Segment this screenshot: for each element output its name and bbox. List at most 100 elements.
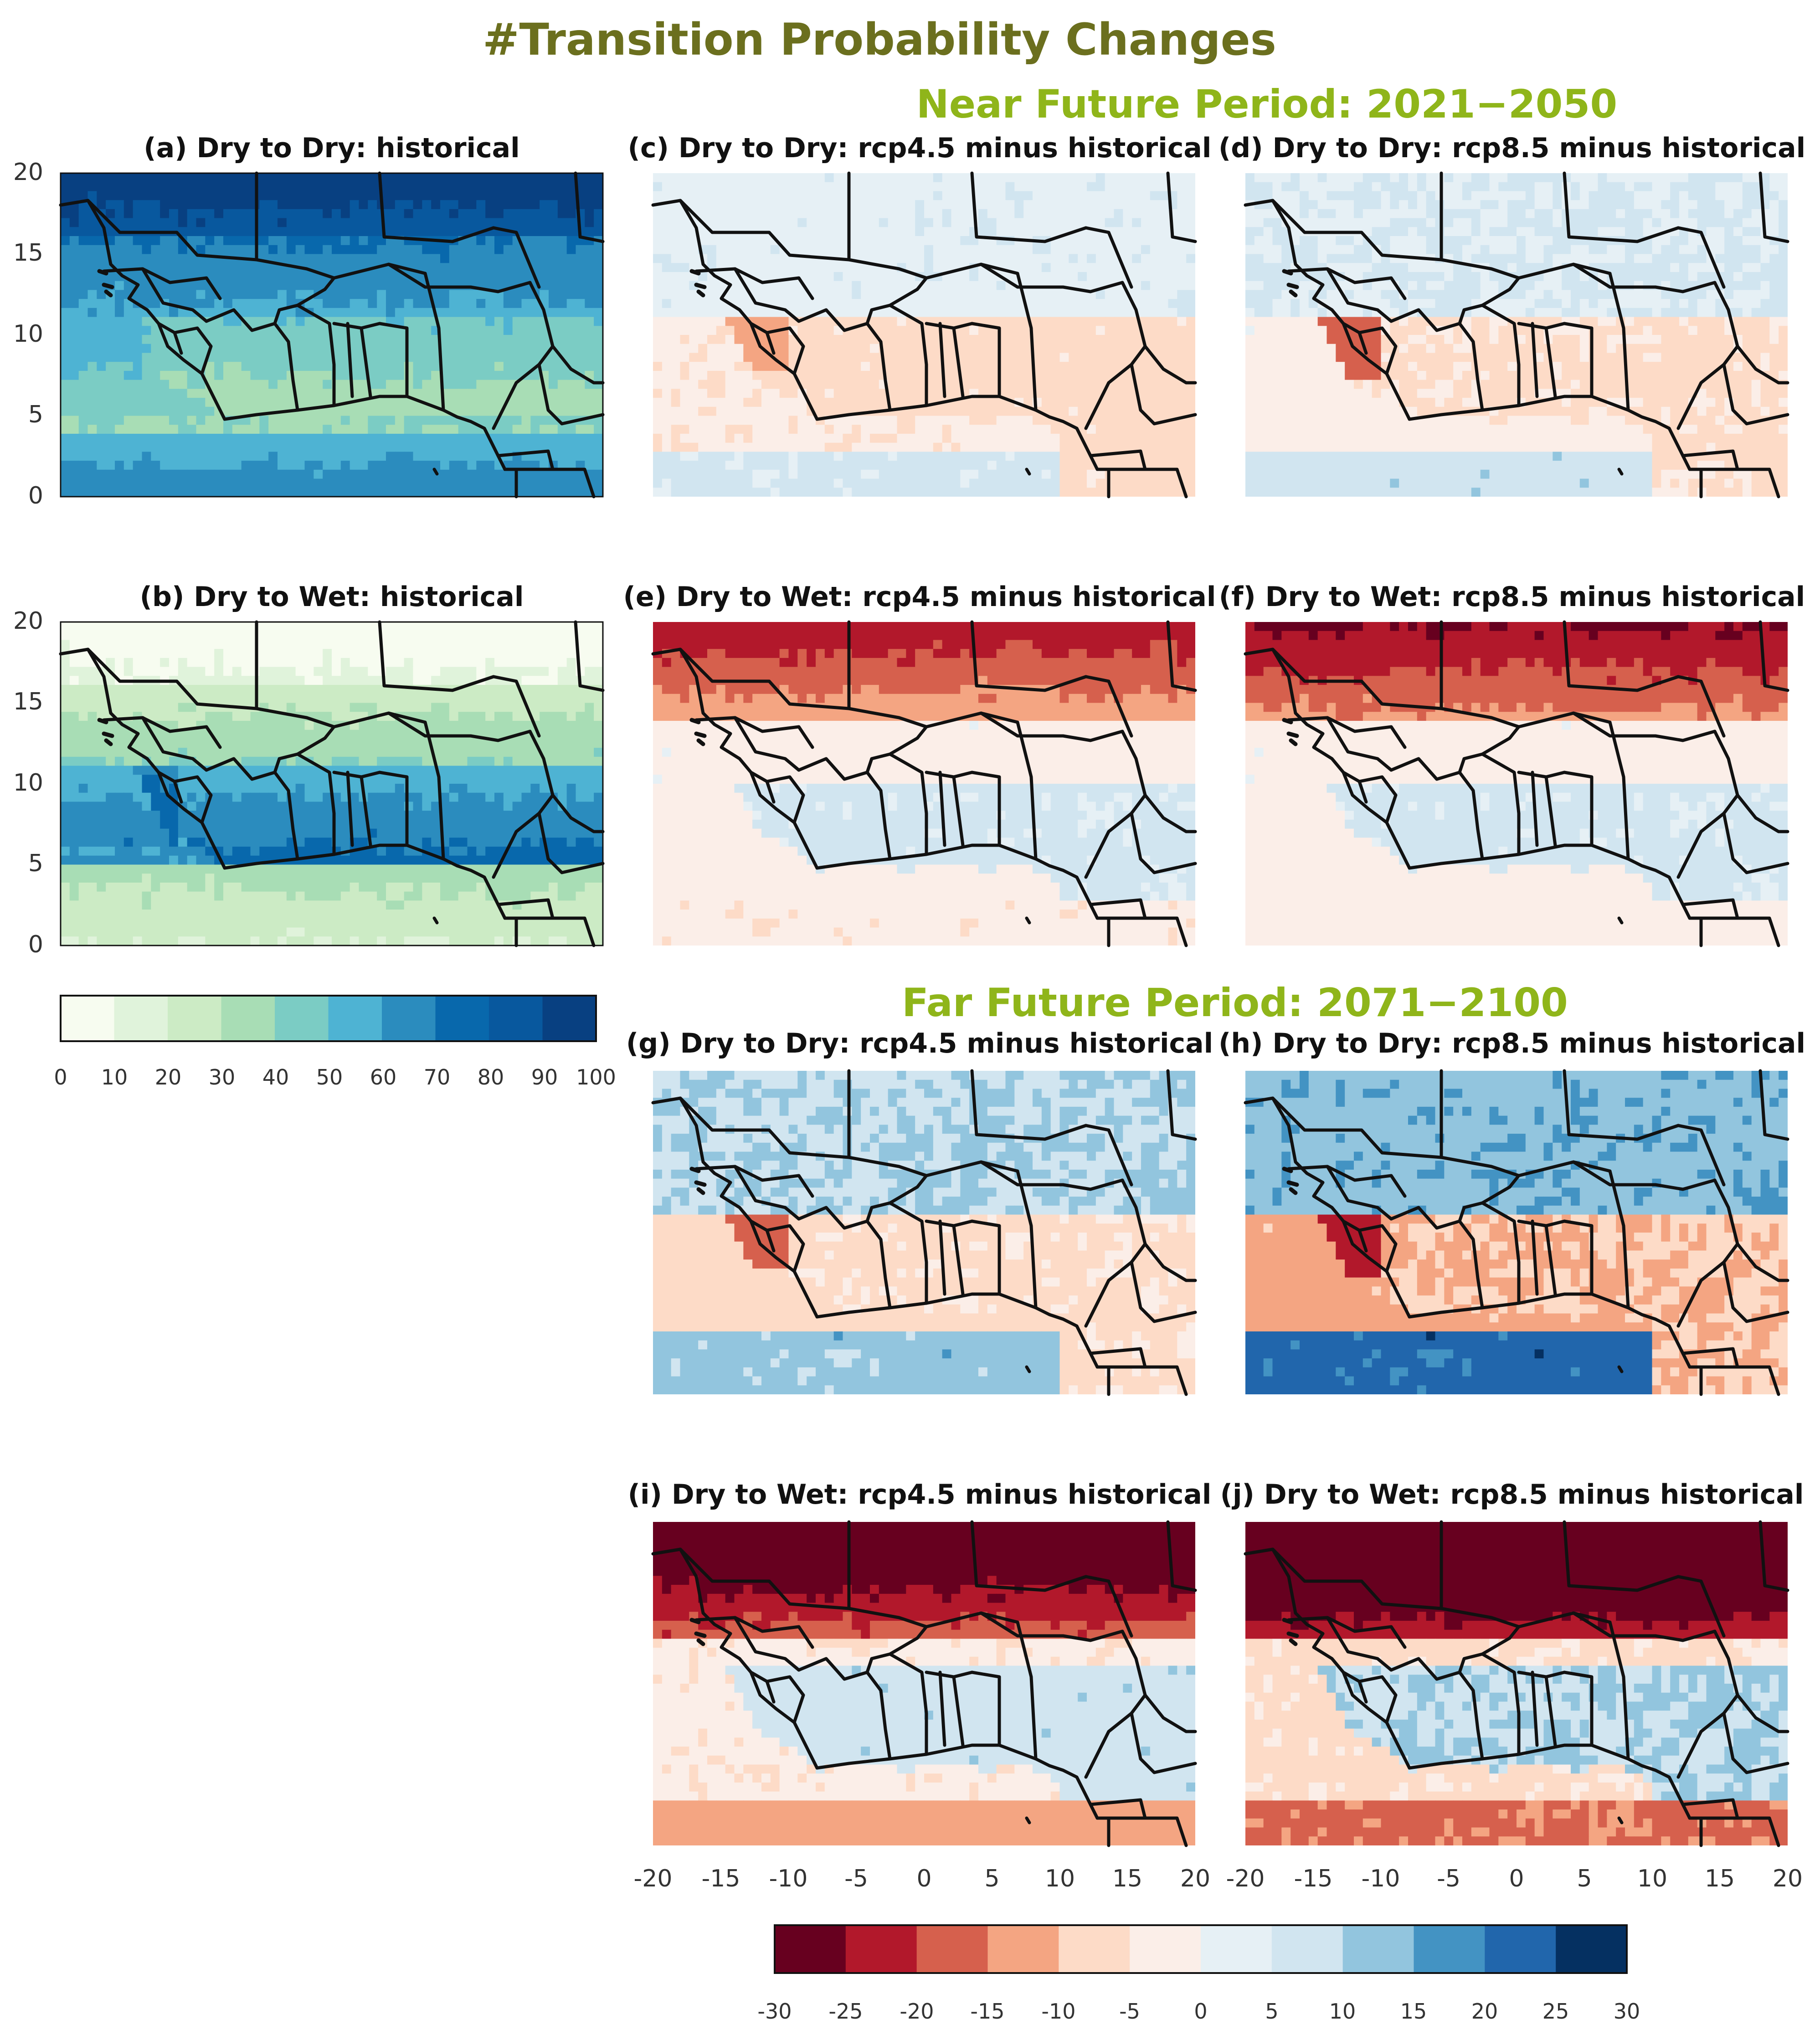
heatmap-cell	[915, 218, 925, 228]
heatmap-cell	[716, 236, 726, 246]
heatmap-cell	[557, 784, 567, 793]
heatmap-cell	[142, 380, 152, 390]
heatmap-cell	[942, 263, 952, 272]
heatmap-cell	[268, 236, 278, 246]
heatmap-cell	[413, 891, 423, 901]
heatmap-cell	[449, 469, 459, 479]
heatmap-cell	[350, 488, 360, 497]
heatmap-cell	[323, 344, 332, 354]
heatmap-cell	[78, 838, 88, 847]
heatmap-cell	[449, 802, 459, 811]
heatmap-cell	[332, 236, 341, 246]
heatmap-cell	[223, 838, 233, 847]
heatmap-cell	[521, 936, 531, 946]
heatmap-cell	[250, 281, 260, 291]
heatmap-cell	[133, 756, 143, 766]
heatmap-cell	[178, 739, 188, 748]
heatmap-cell	[106, 452, 115, 461]
heatmap-cell	[494, 775, 504, 784]
heatmap-cell	[196, 631, 206, 641]
heatmap-cell	[458, 290, 468, 299]
heatmap-cell	[924, 191, 934, 200]
heatmap-cell	[97, 640, 106, 649]
heatmap-cell	[503, 416, 513, 426]
heatmap-cell	[61, 209, 70, 219]
heatmap-cell	[440, 891, 450, 901]
heatmap-cell	[214, 299, 224, 308]
heatmap-cell	[359, 425, 369, 434]
heatmap-cell	[549, 290, 558, 299]
heatmap-cell	[286, 927, 296, 937]
heatmap-cell	[160, 416, 170, 426]
heatmap-cell	[585, 281, 594, 291]
heatmap-cell	[377, 874, 386, 883]
heatmap-cell	[716, 218, 726, 228]
heatmap-cell	[512, 173, 522, 183]
heatmap-cell	[115, 425, 124, 434]
heatmap-cell	[304, 281, 314, 291]
heatmap-cell	[160, 910, 170, 919]
heatmap-cell	[368, 478, 377, 488]
heatmap-cell	[431, 910, 441, 919]
heatmap-cell	[214, 712, 224, 721]
heatmap-cell	[413, 622, 423, 632]
heatmap-cell	[123, 811, 134, 820]
heatmap-cell	[530, 819, 540, 829]
heatmap-cell	[458, 335, 468, 344]
heatmap-cell	[549, 756, 558, 766]
heatmap-cell	[223, 640, 233, 649]
heatmap-cell	[87, 218, 98, 228]
heatmap-cell	[467, 218, 477, 228]
heatmap-cell	[377, 380, 386, 390]
heatmap-cell	[187, 918, 197, 928]
heatmap-cell	[115, 478, 124, 488]
heatmap-cell	[259, 452, 269, 461]
heatmap-cell	[476, 766, 486, 776]
heatmap-cell	[61, 326, 70, 335]
heatmap-cell	[87, 819, 98, 829]
heatmap-cell	[404, 308, 414, 318]
heatmap-cell	[512, 838, 522, 847]
heatmap-cell	[178, 254, 188, 264]
heatmap-cell	[585, 703, 594, 713]
heatmap-cell	[314, 802, 323, 811]
heatmap-cell	[106, 640, 115, 649]
heatmap-cell	[725, 236, 735, 246]
heatmap-cell	[440, 272, 450, 282]
heatmap-cell	[540, 218, 549, 228]
heatmap-cell	[278, 910, 287, 919]
heatmap-cell	[250, 272, 260, 282]
heatmap-cell	[449, 918, 459, 928]
heatmap-cell	[69, 362, 79, 371]
heatmap-cell	[503, 200, 513, 210]
heatmap-cell	[359, 406, 369, 416]
heatmap-cell	[1050, 200, 1060, 210]
heatmap-cell	[752, 263, 762, 272]
heatmap-cell	[115, 245, 124, 255]
heatmap-cell	[97, 344, 106, 354]
heatmap-cell	[386, 442, 396, 452]
heatmap-cell	[332, 874, 341, 883]
heatmap-cell	[915, 173, 925, 183]
heatmap-cell	[97, 353, 106, 362]
heatmap-cell	[377, 416, 386, 426]
heatmap-cell	[278, 416, 287, 426]
heatmap-cell	[689, 254, 699, 264]
heatmap-cell	[395, 828, 405, 838]
heatmap-cell	[78, 694, 88, 704]
heatmap-cell	[350, 281, 360, 291]
heatmap-cell	[512, 389, 522, 398]
heatmap-cell	[196, 461, 206, 470]
heatmap-cell	[178, 478, 188, 488]
heatmap-cell	[359, 649, 369, 658]
heatmap-cell	[87, 326, 98, 335]
heatmap-cell	[304, 910, 314, 919]
heatmap-cell	[752, 254, 762, 264]
heatmap-cell	[530, 406, 540, 416]
heatmap-cell	[205, 748, 215, 757]
heatmap-cell	[549, 218, 558, 228]
heatmap-cell	[286, 720, 296, 730]
heatmap-cell	[594, 370, 603, 380]
heatmap-cell	[178, 173, 188, 183]
heatmap-cell	[78, 685, 88, 694]
